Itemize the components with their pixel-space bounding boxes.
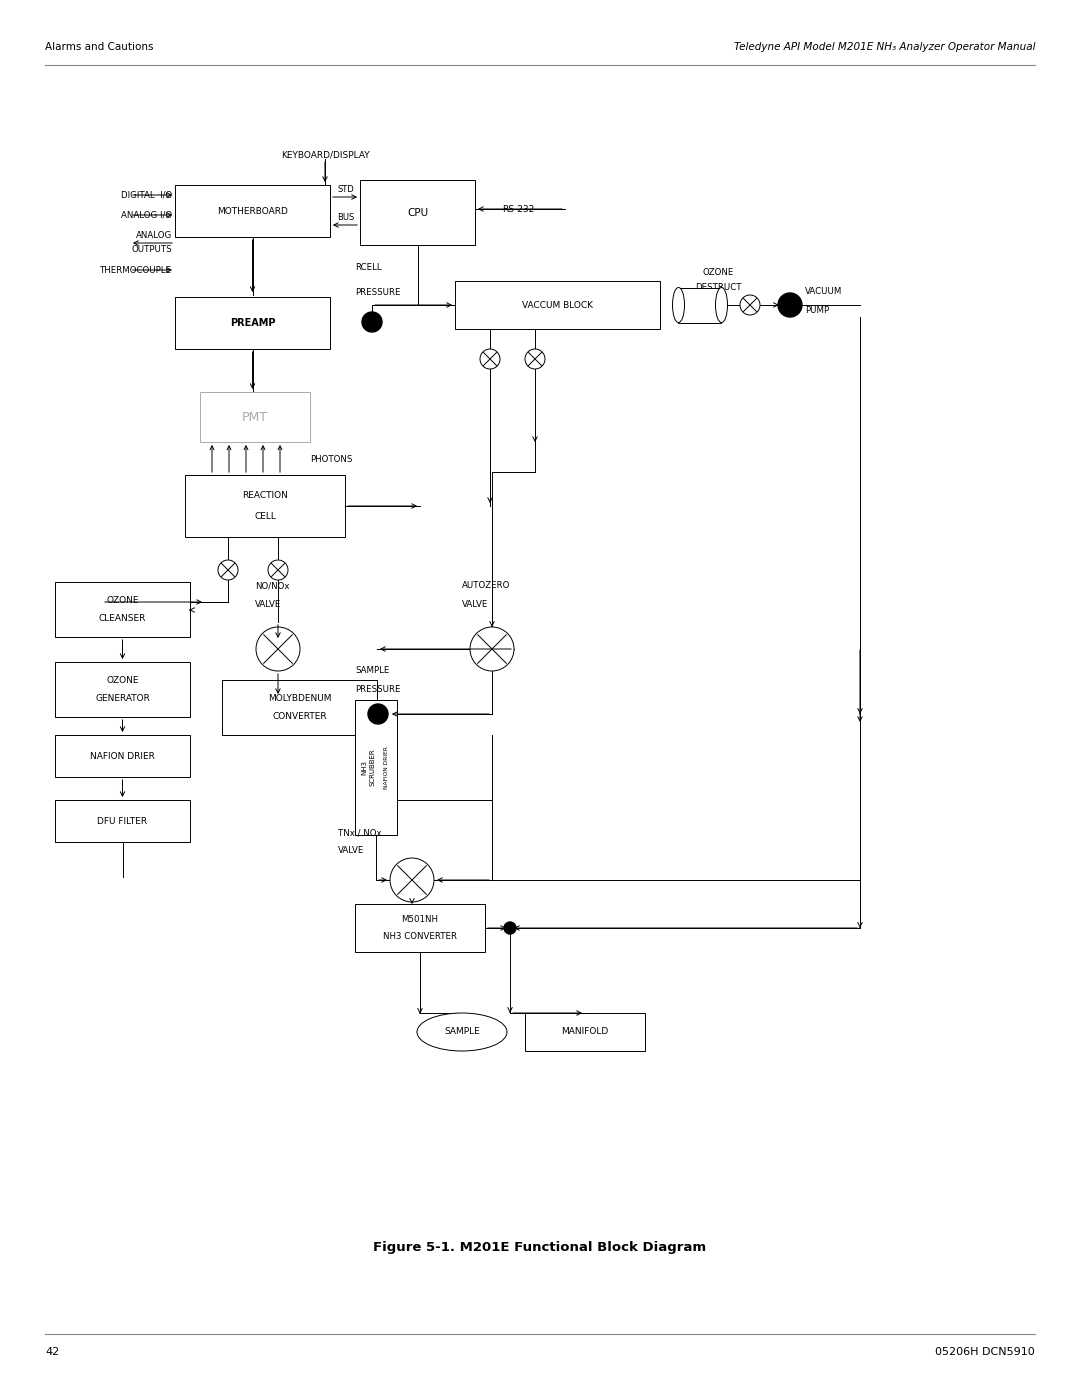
Text: CPU: CPU xyxy=(407,208,428,218)
Text: VALVE: VALVE xyxy=(338,847,364,855)
Text: NAFION DRIER: NAFION DRIER xyxy=(384,746,389,789)
Bar xyxy=(200,393,310,441)
Text: KEYBOARD/DISPLAY: KEYBOARD/DISPLAY xyxy=(281,149,369,159)
Ellipse shape xyxy=(716,288,728,323)
Text: THERMOCOUPLE: THERMOCOUPLE xyxy=(100,265,172,274)
Text: OZONE: OZONE xyxy=(106,595,138,605)
Text: PMT: PMT xyxy=(242,411,268,423)
Text: PRESSURE: PRESSURE xyxy=(355,685,401,694)
Text: Figure 5-1. M201E Functional Block Diagram: Figure 5-1. M201E Functional Block Diagr… xyxy=(374,1241,706,1253)
Text: AUTOZERO: AUTOZERO xyxy=(462,581,511,590)
Circle shape xyxy=(256,627,300,671)
Text: SAMPLE: SAMPLE xyxy=(355,666,390,675)
Text: MOTHERBOARD: MOTHERBOARD xyxy=(217,207,288,215)
Text: MOLYBDENUM: MOLYBDENUM xyxy=(268,694,332,703)
Ellipse shape xyxy=(673,288,685,323)
Bar xyxy=(678,288,721,323)
Text: 42: 42 xyxy=(45,1347,59,1356)
Circle shape xyxy=(480,349,500,369)
Text: ANALOG I/O: ANALOG I/O xyxy=(121,211,172,219)
Bar xyxy=(355,904,485,951)
Text: REACTION: REACTION xyxy=(242,490,288,500)
Text: RS-232: RS-232 xyxy=(502,204,535,214)
Text: OZONE: OZONE xyxy=(106,676,138,685)
Circle shape xyxy=(525,349,545,369)
Text: PUMP: PUMP xyxy=(805,306,829,314)
Text: CELL: CELL xyxy=(254,513,275,521)
Circle shape xyxy=(368,704,388,724)
Text: MANIFOLD: MANIFOLD xyxy=(562,1028,609,1037)
Text: NH3
SCRUBBER: NH3 SCRUBBER xyxy=(362,749,375,787)
Text: VALVE: VALVE xyxy=(462,599,488,609)
Text: VALVE: VALVE xyxy=(255,599,282,609)
Text: PRESSURE: PRESSURE xyxy=(355,288,401,298)
Text: ANALOG: ANALOG xyxy=(136,231,172,239)
Text: NH3 CONVERTER: NH3 CONVERTER xyxy=(383,932,457,940)
Text: DESTRUCT: DESTRUCT xyxy=(694,284,741,292)
Bar xyxy=(355,700,397,835)
Bar xyxy=(175,298,330,349)
Text: STD: STD xyxy=(337,184,354,194)
Text: DFU FILTER: DFU FILTER xyxy=(97,816,148,826)
Text: DIGITAL  I/O: DIGITAL I/O xyxy=(121,190,172,200)
Circle shape xyxy=(390,858,434,902)
Circle shape xyxy=(268,560,288,580)
Bar xyxy=(55,735,190,777)
Bar xyxy=(222,680,377,735)
Bar xyxy=(525,1013,645,1051)
Text: TNx / NOx: TNx / NOx xyxy=(338,828,381,837)
Text: BUS: BUS xyxy=(337,212,354,222)
Text: CONVERTER: CONVERTER xyxy=(272,712,327,721)
Text: RCELL: RCELL xyxy=(355,263,381,272)
Circle shape xyxy=(740,295,760,314)
Circle shape xyxy=(470,627,514,671)
Bar xyxy=(55,583,190,637)
Circle shape xyxy=(218,560,238,580)
Bar xyxy=(360,180,475,244)
Text: GENERATOR: GENERATOR xyxy=(95,694,150,703)
Ellipse shape xyxy=(417,1013,507,1051)
Text: VACCUM BLOCK: VACCUM BLOCK xyxy=(522,300,593,310)
Text: SAMPLE: SAMPLE xyxy=(444,1028,480,1037)
Text: PREAMP: PREAMP xyxy=(230,319,275,328)
Text: VACUUM: VACUUM xyxy=(805,288,842,296)
Text: 05206H DCN5910: 05206H DCN5910 xyxy=(935,1347,1035,1356)
Bar xyxy=(455,281,660,330)
Text: M501NH: M501NH xyxy=(402,915,438,925)
Text: PHOTONS: PHOTONS xyxy=(310,454,352,464)
Circle shape xyxy=(362,312,382,332)
Text: Teledyne API Model M201E NH₃ Analyzer Operator Manual: Teledyne API Model M201E NH₃ Analyzer Op… xyxy=(733,42,1035,52)
Text: Alarms and Cautions: Alarms and Cautions xyxy=(45,42,153,52)
Text: OZONE: OZONE xyxy=(702,268,733,277)
Circle shape xyxy=(504,922,516,935)
Text: NO/NOx: NO/NOx xyxy=(255,581,289,590)
Text: OUTPUTS: OUTPUTS xyxy=(132,246,172,254)
Text: NAFION DRIER: NAFION DRIER xyxy=(90,752,154,760)
Text: CLEANSER: CLEANSER xyxy=(98,615,146,623)
Bar xyxy=(55,662,190,717)
Bar xyxy=(175,184,330,237)
Bar xyxy=(55,800,190,842)
Bar xyxy=(185,475,345,536)
Circle shape xyxy=(778,293,802,317)
